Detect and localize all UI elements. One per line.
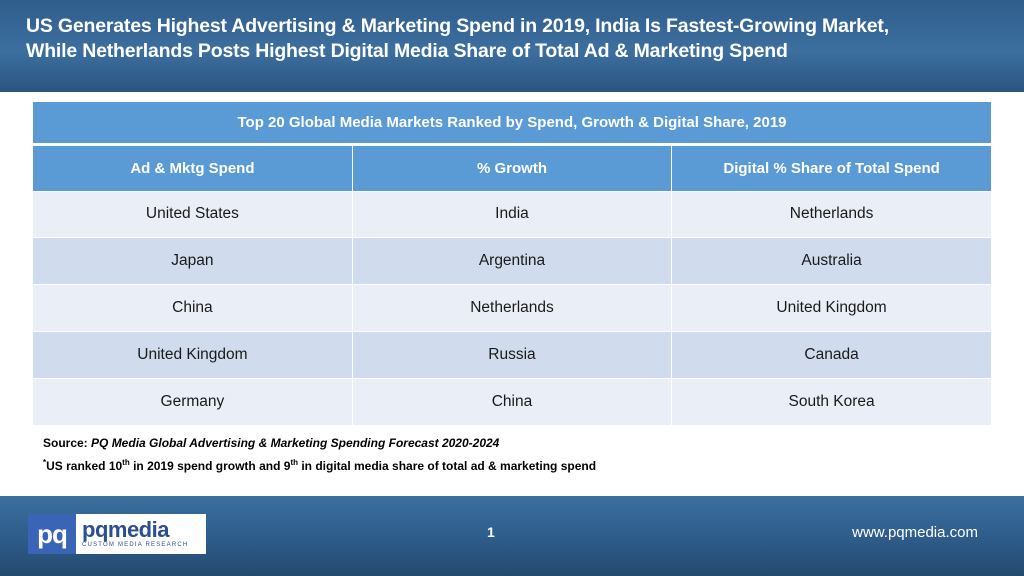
- footnote-marker: *: [43, 458, 47, 467]
- table-cell: United Kingdom: [671, 284, 991, 332]
- slide-title-bar: US Generates Highest Advertising & Marke…: [0, 0, 1024, 92]
- table-cell: Netherlands: [671, 190, 991, 238]
- column-header-growth: % Growth: [352, 146, 673, 191]
- table-cell: Australia: [671, 237, 991, 285]
- rankings-table: Top 20 Global Media Markets Ranked by Sp…: [33, 102, 991, 425]
- pqmedia-logo: pq pqmedia CUSTOM MEDIA RESEARCH: [28, 514, 206, 554]
- source-text: PQ Media Global Advertising & Marketing …: [91, 436, 500, 450]
- table-cell: China: [33, 284, 353, 332]
- slide-title-line-1: US Generates Highest Advertising & Marke…: [26, 15, 889, 37]
- table-cell: United States: [33, 190, 353, 238]
- logo-tagline: CUSTOM MEDIA RESEARCH: [82, 542, 189, 548]
- source-note: Source: PQ Media Global Advertising & Ma…: [43, 436, 499, 450]
- logo-brand: pqmedia: [82, 517, 169, 542]
- table-row: United States India Netherlands: [33, 190, 991, 238]
- table-cell: India: [352, 190, 673, 238]
- rankings-grid: Ad & Mktg Spend % Growth Digital % Share…: [33, 146, 991, 425]
- table-cell: Canada: [671, 330, 991, 379]
- footnote-part-3: in digital media share of total ad & mar…: [298, 459, 597, 473]
- logo-text: pqmedia CUSTOM MEDIA RESEARCH: [76, 514, 206, 554]
- footnote: *US ranked 10th in 2019 spend growth and…: [43, 458, 596, 473]
- table-row: China Netherlands United Kingdom: [33, 284, 991, 332]
- table-cell: Germany: [33, 377, 353, 425]
- page-number: 1: [487, 524, 495, 540]
- logo-mark: pq: [28, 514, 76, 554]
- table-cell: Argentina: [352, 237, 673, 285]
- footnote-part-2: in 2019 spend growth and 9: [129, 459, 291, 473]
- column-header-digital-share: Digital % Share of Total Spend: [671, 146, 991, 191]
- table-cell: United Kingdom: [33, 330, 353, 379]
- footnote-part-1: US ranked 10: [46, 459, 123, 473]
- table-row: United Kingdom Russia Canada: [33, 330, 991, 379]
- table-title: Top 20 Global Media Markets Ranked by Sp…: [33, 102, 991, 146]
- column-header-spend: Ad & Mktg Spend: [33, 146, 353, 191]
- slide-footer: pq pqmedia CUSTOM MEDIA RESEARCH 1 www.p…: [0, 496, 1024, 576]
- table-row: Japan Argentina Australia: [33, 237, 991, 285]
- table-cell: South Korea: [671, 377, 991, 425]
- footnote-sup-2: th: [290, 458, 298, 467]
- website-link[interactable]: www.pqmedia.com: [852, 524, 978, 541]
- table-row: Germany China South Korea: [33, 377, 991, 425]
- slide-title-line-2: While Netherlands Posts Highest Digital …: [26, 40, 788, 62]
- footnote-sup-1: th: [122, 458, 130, 467]
- table-cell: China: [352, 377, 673, 425]
- source-label: Source:: [43, 436, 92, 450]
- header-row: Ad & Mktg Spend % Growth Digital % Share…: [33, 146, 991, 191]
- table-cell: Japan: [33, 237, 353, 285]
- table-cell: Russia: [352, 330, 673, 379]
- table-cell: Netherlands: [352, 284, 673, 332]
